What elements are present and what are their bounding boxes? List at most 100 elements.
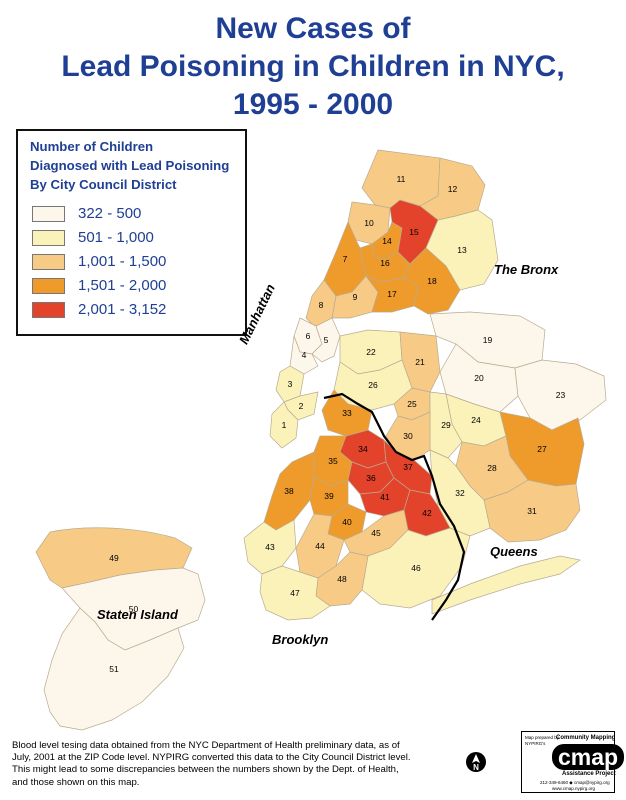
- borough-label-queens: Queens: [490, 544, 538, 559]
- district-number-label: 8: [319, 300, 324, 310]
- borough-label-brooklyn: Brooklyn: [272, 632, 329, 647]
- district-number-label: 10: [364, 218, 374, 228]
- district-number-label: 45: [371, 528, 381, 538]
- district-number-label: 35: [328, 456, 338, 466]
- legend-label: 322 - 500: [78, 205, 142, 222]
- district-number-label: 43: [265, 542, 275, 552]
- district-31[interactable]: [483, 479, 581, 543]
- logo-prepared-by: Map prepared by: [525, 735, 560, 740]
- district-number-label: 31: [527, 506, 537, 516]
- district-number-label: 21: [415, 357, 425, 367]
- district-18[interactable]: [403, 247, 461, 315]
- district-number-label: 26: [368, 380, 378, 390]
- district-number-label: 44: [315, 541, 325, 551]
- brooklyn-queens-boundary: [323, 392, 466, 621]
- legend: Number of Children Diagnosed with Lead P…: [16, 129, 247, 336]
- logo-contact: 212-349-6460 ◆ cmap@nypirg.org: [540, 780, 610, 785]
- borough-label-staten-island: Staten Island: [97, 607, 178, 622]
- legend-title-line-1: Number of Children: [30, 139, 154, 154]
- district-number-label: 40: [342, 517, 352, 527]
- district-46[interactable]: [361, 527, 471, 609]
- district-number-label: 39: [324, 491, 334, 501]
- legend-swatch: [32, 206, 65, 222]
- district-number-label: 17: [387, 289, 397, 299]
- district-number-label: 11: [397, 174, 406, 184]
- north-arrow-icon: N: [466, 752, 486, 772]
- district-47[interactable]: [259, 565, 331, 621]
- district-number-label: 51: [109, 664, 119, 674]
- legend-label: 501 - 1,000: [78, 229, 154, 246]
- staten-island: [35, 527, 206, 731]
- legend-label: 2,001 - 3,152: [78, 301, 167, 318]
- brooklyn: [243, 389, 581, 621]
- district-number-label: 13: [457, 245, 467, 255]
- district-number-label: 5: [324, 335, 329, 345]
- map-title-line-1: New Cases of: [215, 12, 411, 45]
- district-number-label: 34: [358, 444, 368, 454]
- district-number-label: 46: [411, 563, 421, 573]
- legend-label: 1,001 - 1,500: [78, 253, 167, 270]
- legend-swatch: [32, 278, 65, 294]
- district-number-label: 48: [337, 574, 347, 584]
- district-23[interactable]: [514, 359, 607, 431]
- district-number-label: 24: [471, 415, 481, 425]
- district-labels: 1234567891011121314151617181920212223242…: [109, 174, 565, 674]
- district-1[interactable]: [269, 401, 299, 449]
- district-number-label: 42: [422, 508, 432, 518]
- borough-label-bronx: The Bronx: [494, 262, 559, 277]
- legend-swatch: [32, 254, 65, 270]
- legend-swatch: [32, 230, 65, 246]
- district-number-label: 30: [403, 431, 413, 441]
- district-number-label: 36: [366, 473, 376, 483]
- district-number-label: 19: [483, 335, 493, 345]
- logo-sub-text: Assistance Project: [562, 771, 616, 777]
- district-number-label: 25: [407, 399, 417, 409]
- logo-org: NYPIRG's: [525, 741, 546, 746]
- district-number-label: 49: [109, 553, 119, 563]
- district-number-label: 1: [282, 420, 287, 430]
- legend-swatch: [32, 302, 65, 318]
- district-number-label: 6: [306, 331, 311, 341]
- district-51[interactable]: [43, 607, 185, 731]
- source-footnote: Blood level tesing data obtained from th…: [12, 740, 411, 788]
- legend-label: 1,501 - 2,000: [78, 277, 167, 294]
- district-number-label: 12: [448, 184, 458, 194]
- map-title-line-3: 1995 - 2000: [232, 88, 394, 121]
- district-number-label: 37: [403, 462, 413, 472]
- district-30[interactable]: [385, 411, 431, 461]
- district-number-label: 32: [455, 488, 465, 498]
- north-arrow-letter: N: [473, 763, 479, 772]
- district-number-label: 9: [353, 292, 358, 302]
- district-32[interactable]: [429, 449, 491, 537]
- district-5[interactable]: [311, 317, 341, 363]
- district-number-label: 33: [342, 408, 352, 418]
- district-number-label: 50: [129, 604, 139, 614]
- logo-arc-text: Community Mapping: [556, 735, 616, 741]
- district-number-label: 20: [474, 373, 484, 383]
- district-number-label: 38: [284, 486, 294, 496]
- district-number-label: 28: [487, 463, 497, 473]
- district-number-label: 7: [343, 254, 348, 264]
- district-number-label: 47: [290, 588, 300, 598]
- district-number-label: 2: [299, 401, 304, 411]
- district-number-label: 23: [556, 390, 566, 400]
- map-title-line-2: Lead Poisoning in Children in NYC,: [61, 50, 565, 83]
- cmap-logo: Map prepared by NYPIRG's Community Mappi…: [521, 731, 625, 793]
- district-number-label: 3: [288, 379, 293, 389]
- district-number-label: 41: [380, 492, 390, 502]
- district-number-label: 29: [441, 420, 451, 430]
- district-number-label: 15: [409, 227, 419, 237]
- district-number-label: 18: [427, 276, 437, 286]
- district-number-label: 22: [366, 347, 376, 357]
- logo-web: www.cmap.nypirg.org: [552, 786, 596, 791]
- district-number-label: 14: [382, 236, 392, 246]
- legend-title-line-3: By City Council District: [30, 177, 177, 192]
- manhattan: [269, 317, 341, 449]
- district-number-label: 27: [537, 444, 547, 454]
- rockaway-peninsula: [431, 555, 581, 615]
- queens: [333, 311, 607, 543]
- district-number-label: 16: [380, 258, 390, 268]
- legend-title-line-2: Diagnosed with Lead Poisoning: [30, 158, 230, 173]
